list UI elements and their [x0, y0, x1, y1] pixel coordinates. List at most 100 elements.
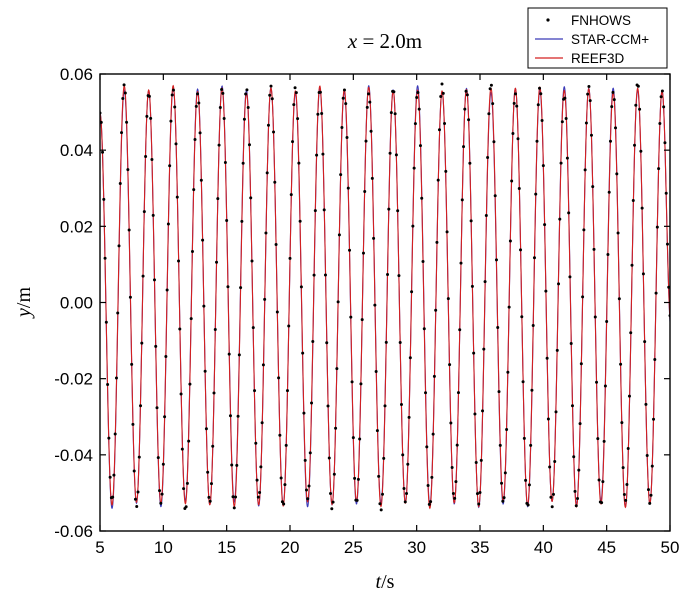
data-point	[126, 168, 130, 172]
data-point	[444, 169, 448, 173]
data-point	[102, 197, 106, 201]
data-point	[396, 209, 400, 213]
data-point	[360, 318, 364, 322]
data-point	[586, 92, 590, 96]
data-point	[197, 101, 201, 105]
x-tick-label: 50	[661, 538, 680, 557]
data-point	[209, 482, 213, 486]
data-point	[451, 492, 455, 495]
data-point	[483, 280, 487, 284]
data-point	[474, 461, 478, 465]
data-point	[173, 105, 177, 109]
data-point	[513, 92, 517, 96]
data-point	[107, 436, 111, 440]
data-point	[530, 388, 534, 392]
data-point	[473, 412, 477, 416]
data-point	[584, 121, 588, 125]
series-line-star-ccm-	[100, 84, 670, 509]
data-point	[240, 219, 244, 223]
data-point	[103, 256, 107, 260]
legend-marker-fnhows	[546, 18, 550, 22]
data-point	[463, 107, 467, 111]
data-point	[275, 310, 279, 314]
x-tick-label: 15	[217, 538, 236, 557]
data-point	[591, 185, 595, 189]
data-point	[331, 500, 335, 504]
data-point	[203, 369, 207, 373]
data-point	[465, 93, 469, 97]
data-point	[630, 263, 634, 267]
data-point	[384, 340, 388, 344]
legend: FNHOWS STAR-CCM+ REEF3D	[527, 7, 668, 69]
data-point	[581, 295, 585, 299]
data-point	[644, 402, 648, 406]
data-point	[177, 259, 181, 263]
data-point	[316, 112, 320, 116]
data-point	[574, 504, 578, 508]
data-point	[260, 421, 264, 425]
data-point	[512, 101, 516, 105]
data-point	[330, 507, 334, 511]
data-point	[439, 95, 443, 99]
data-point	[259, 465, 263, 469]
data-point	[147, 94, 151, 98]
data-point	[477, 502, 481, 506]
data-point	[531, 323, 535, 327]
data-point	[498, 443, 502, 447]
x-tick-label: 45	[597, 538, 616, 557]
data-point	[650, 464, 654, 468]
data-point	[263, 297, 267, 301]
data-point	[426, 483, 430, 487]
data-point	[501, 499, 505, 503]
data-point	[589, 133, 593, 137]
data-point	[626, 446, 630, 450]
data-point	[550, 505, 554, 509]
y-tick-label: 0.04	[60, 141, 93, 160]
data-point	[135, 505, 139, 509]
data-point	[636, 84, 640, 88]
data-point	[616, 231, 620, 235]
data-point	[301, 351, 305, 355]
legend-label-reef3d: REEF3D	[571, 51, 625, 66]
data-point	[549, 495, 553, 499]
data-point	[268, 93, 272, 97]
data-point	[565, 156, 569, 160]
data-point	[544, 289, 548, 293]
data-point	[629, 331, 633, 335]
data-point	[579, 362, 583, 366]
data-point	[227, 352, 231, 356]
data-point	[563, 96, 567, 100]
data-point	[283, 483, 287, 487]
data-point	[189, 317, 193, 321]
data-point	[201, 238, 205, 242]
data-point	[206, 470, 210, 474]
data-point	[559, 161, 563, 165]
data-point	[455, 443, 459, 447]
series-layer	[100, 82, 670, 512]
data-point	[558, 217, 562, 221]
data-point	[612, 98, 616, 102]
data-point	[358, 437, 362, 441]
data-point	[149, 116, 153, 120]
data-point	[117, 244, 121, 248]
data-point	[653, 357, 657, 361]
data-point	[277, 376, 281, 380]
data-point	[450, 465, 454, 469]
data-point	[289, 193, 293, 197]
data-point	[654, 291, 658, 295]
data-point	[540, 118, 544, 122]
data-point	[158, 489, 162, 493]
data-point	[223, 160, 227, 164]
data-point	[402, 487, 406, 491]
data-point	[597, 478, 601, 482]
data-point	[633, 143, 637, 147]
data-point	[298, 219, 302, 223]
data-point	[388, 151, 392, 155]
data-point	[141, 274, 145, 278]
data-point	[481, 409, 485, 413]
data-point	[640, 206, 644, 210]
data-point	[664, 191, 668, 195]
data-point	[361, 251, 365, 255]
data-point	[410, 290, 414, 294]
